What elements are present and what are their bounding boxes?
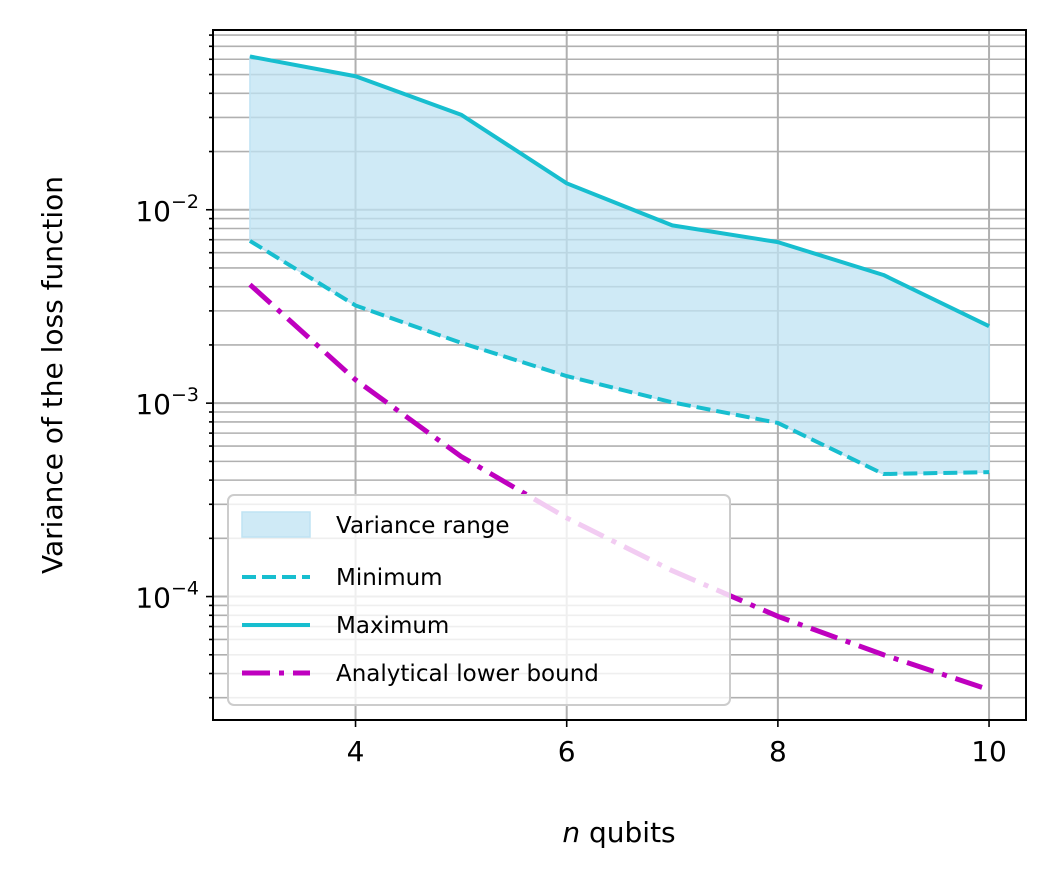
- legend-label: Minimum: [336, 565, 443, 591]
- x-axis-label: n qubits: [562, 816, 675, 849]
- y-tick-label: 10−3: [135, 384, 199, 421]
- y-tick-label: 10−4: [135, 578, 199, 615]
- legend-label: Maximum: [336, 613, 449, 639]
- plot-frame: [212, 29, 1027, 721]
- x-tick-label: 4: [347, 735, 365, 768]
- series-line-analytical-lower-bound: [248, 282, 990, 693]
- legend-box: [227, 494, 731, 706]
- series-line-minimum: [248, 239, 990, 477]
- data-layer: [248, 54, 990, 693]
- x-tick-label: 8: [769, 735, 787, 768]
- y-axis-label: Variance of the loss function: [36, 176, 69, 574]
- ticks: 4 6 8 10 10−2 10−3 10−4: [135, 34, 1007, 768]
- x-tick-label: 10: [971, 735, 1007, 768]
- legend: Variance range Minimum Maximum Analytical l…: [227, 494, 731, 706]
- series-line-maximum: [249, 54, 990, 328]
- x-tick-label: 6: [558, 735, 576, 768]
- legend-swatch-fill: [241, 511, 311, 538]
- legend-label: Variance range: [336, 513, 510, 539]
- y-tick-label: 10−2: [135, 191, 199, 228]
- legend-label: Analytical lower bound: [336, 661, 599, 687]
